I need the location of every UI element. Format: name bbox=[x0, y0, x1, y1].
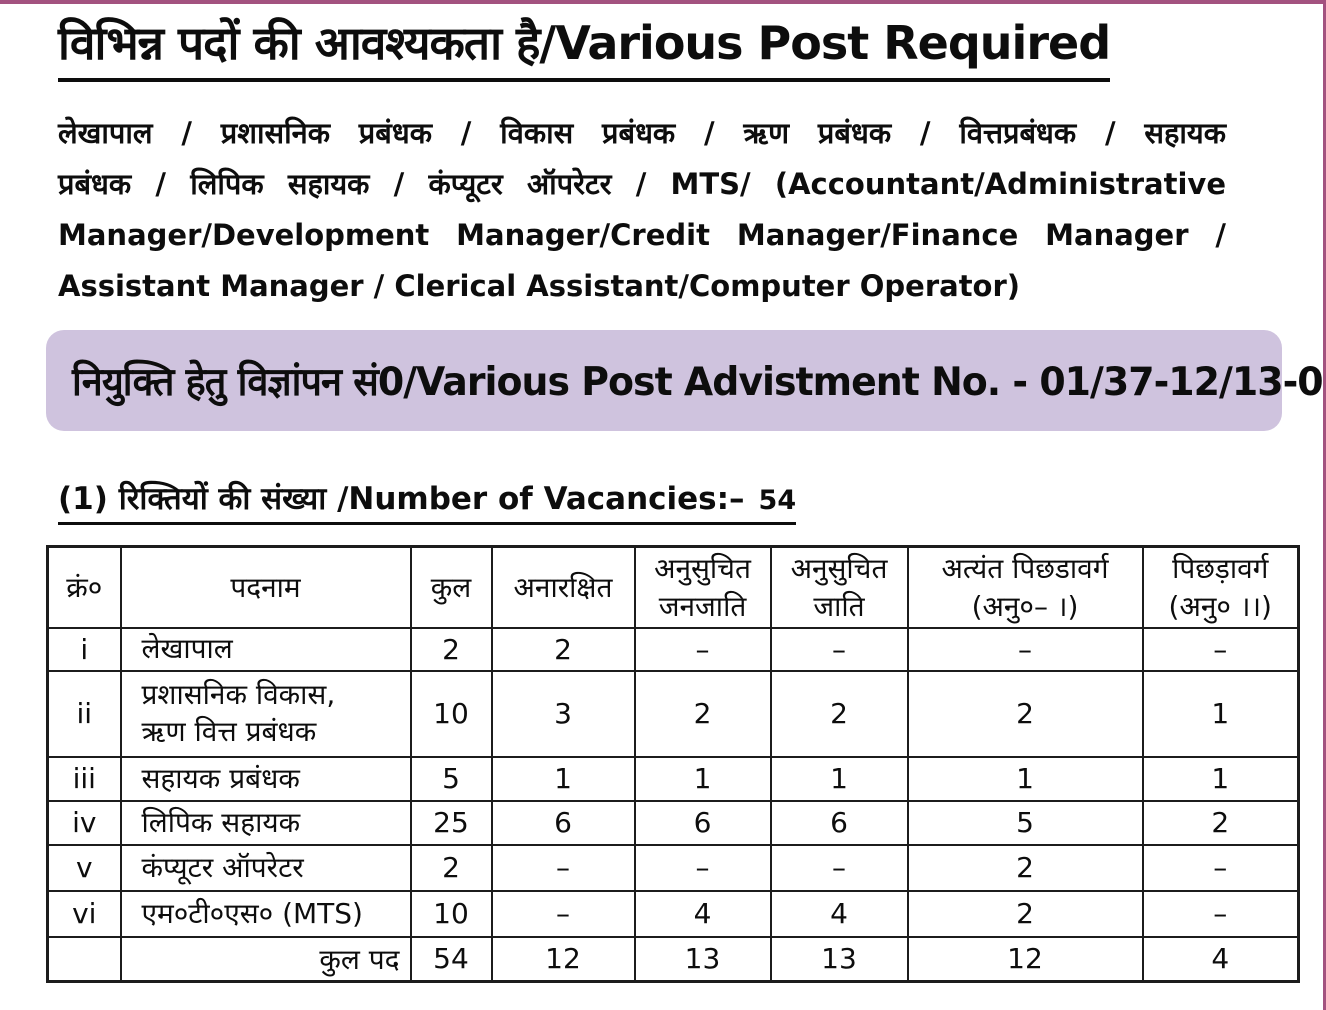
cell-ebc: 2 bbox=[906, 843, 1144, 892]
cell-bc: – bbox=[1141, 843, 1300, 892]
row-sno: vi bbox=[46, 889, 122, 938]
total-cell: 13 bbox=[769, 935, 909, 983]
cell-sc: 2 bbox=[769, 669, 909, 758]
vacancy-table: क्रं० पदनाम कुल अनारक्षित अनुसुचित जनजाति… bbox=[46, 544, 1300, 983]
cell-st: 6 bbox=[633, 799, 772, 846]
table-row: vi एम०टी०एस० (MTS) 10 – 4 4 2 – bbox=[46, 889, 1300, 938]
cell-unreserved: 6 bbox=[490, 799, 636, 846]
cell-total: 10 bbox=[409, 669, 493, 758]
cell-total: 2 bbox=[409, 627, 493, 672]
cell-total: 10 bbox=[409, 889, 493, 938]
heading-hindi: रिक्तियों की संख्या bbox=[118, 480, 327, 517]
row-post-name: प्रशासनिक विकास, ऋण वित्त प्रबंधक bbox=[119, 669, 412, 758]
row-post-name: कंप्यूटर ऑपरेटर bbox=[119, 843, 412, 892]
row-sno: iii bbox=[46, 755, 122, 802]
cell-st: – bbox=[633, 627, 772, 672]
total-cell: 13 bbox=[633, 935, 772, 983]
vacancies-section-heading: (1) रिक्तियों की संख्या /Number of Vacan… bbox=[58, 477, 1296, 525]
cell-sc: – bbox=[769, 843, 909, 892]
heading-english: /Number of Vacancies:– bbox=[337, 480, 745, 517]
header-scheduled-caste: अनुसुचित जाति bbox=[769, 545, 909, 630]
cell-unreserved: – bbox=[490, 889, 636, 938]
row-sno: iv bbox=[46, 799, 122, 846]
document-content: विभिन्न पदों की आवश्यकता है/Various Post… bbox=[46, 14, 1326, 983]
row-sno: i bbox=[46, 627, 122, 672]
heading-prefix: (1) bbox=[58, 480, 108, 517]
cell-sc: 6 bbox=[769, 799, 909, 846]
cell-total: 25 bbox=[409, 799, 493, 846]
total-row-sno-empty bbox=[46, 935, 122, 983]
table-row: v कंप्यूटर ऑपरेटर 2 – – – 2 – bbox=[46, 843, 1300, 892]
cell-ebc: – bbox=[906, 627, 1144, 672]
table-header-row: क्रं० पदनाम कुल अनारक्षित अनुसुचित जनजाति… bbox=[46, 545, 1300, 630]
header-sno: क्रं० bbox=[46, 545, 122, 630]
intro-line: प्रबंधक / लिपिक सहायक / कंप्यूटर ऑपरेटर … bbox=[58, 166, 1226, 201]
cell-total: 5 bbox=[409, 755, 493, 802]
vacancies-heading-underline: (1) रिक्तियों की संख्या /Number of Vacan… bbox=[58, 480, 797, 525]
cell-st: 2 bbox=[633, 669, 772, 758]
table-row: ii प्रशासनिक विकास, ऋण वित्त प्रबंधक 10 3… bbox=[46, 669, 1300, 758]
intro-line: लेखापाल / प्रशासनिक प्रबंधक / विकास प्रब… bbox=[58, 115, 1226, 150]
cell-bc: 1 bbox=[1141, 669, 1300, 758]
cell-ebc: 5 bbox=[906, 799, 1144, 846]
header-unreserved: अनारक्षित bbox=[490, 545, 636, 630]
cell-bc: 1 bbox=[1141, 755, 1300, 802]
cell-sc: 4 bbox=[769, 889, 909, 938]
cell-bc: – bbox=[1141, 627, 1300, 672]
cell-st: – bbox=[633, 843, 772, 892]
total-row-label: कुल पद bbox=[119, 935, 412, 983]
row-sno: v bbox=[46, 843, 122, 892]
cell-bc: – bbox=[1141, 889, 1300, 938]
intro-line: Assistant Manager / Clerical Assistant/C… bbox=[58, 268, 1021, 303]
cell-ebc: 2 bbox=[906, 889, 1144, 938]
page-title: विभिन्न पदों की आवश्यकता है/Various Post… bbox=[58, 14, 1111, 82]
cell-bc: 2 bbox=[1141, 799, 1300, 846]
row-post-name: लिपिक सहायक bbox=[119, 799, 412, 846]
row-post-name: एम०टी०एस० (MTS) bbox=[119, 889, 412, 938]
cell-unreserved: – bbox=[490, 843, 636, 892]
page-right-border bbox=[1323, 0, 1326, 1010]
cell-unreserved: 1 bbox=[490, 755, 636, 802]
header-backward-class: पिछड़ावर्ग (अनु० ।।) bbox=[1141, 545, 1300, 630]
cell-st: 1 bbox=[633, 755, 772, 802]
intro-line: Manager/Development Manager/Credit Manag… bbox=[58, 217, 1226, 252]
intro-paragraph: लेखापाल / प्रशासनिक प्रबंधक / विकास प्रब… bbox=[58, 108, 1226, 312]
advertisement-banner-text: नियुक्ति हेतु विज्ञांपन सं0/Various Post… bbox=[72, 359, 1326, 405]
total-cell: 54 bbox=[409, 935, 493, 983]
vacancy-count: 54 bbox=[758, 484, 797, 516]
table-total-row: कुल पद 54 12 13 13 12 4 bbox=[46, 935, 1300, 983]
total-cell: 12 bbox=[490, 935, 636, 983]
header-post-name: पदनाम bbox=[119, 545, 412, 630]
header-scheduled-tribe: अनुसुचित जनजाति bbox=[633, 545, 772, 630]
header-extremely-backward-class: अत्यंत पिछडावर्ग (अनु०– ।) bbox=[906, 545, 1144, 630]
cell-total: 2 bbox=[409, 843, 493, 892]
total-cell: 12 bbox=[906, 935, 1144, 983]
cell-ebc: 1 bbox=[906, 755, 1144, 802]
cell-ebc: 2 bbox=[906, 669, 1144, 758]
cell-sc: – bbox=[769, 627, 909, 672]
total-cell: 4 bbox=[1141, 935, 1300, 983]
table-row: i लेखापाल 2 2 – – – – bbox=[46, 627, 1300, 672]
row-sno: ii bbox=[46, 669, 122, 758]
row-post-name: लेखापाल bbox=[119, 627, 412, 672]
table-row: iii सहायक प्रबंधक 5 1 1 1 1 1 bbox=[46, 755, 1300, 802]
row-post-name: सहायक प्रबंधक bbox=[119, 755, 412, 802]
cell-st: 4 bbox=[633, 889, 772, 938]
table-row: iv लिपिक सहायक 25 6 6 6 5 2 bbox=[46, 799, 1300, 846]
page-top-border bbox=[0, 0, 1326, 4]
advertisement-banner: नियुक्ति हेतु विज्ञांपन सं0/Various Post… bbox=[46, 329, 1326, 431]
cell-unreserved: 2 bbox=[490, 627, 636, 672]
cell-sc: 1 bbox=[769, 755, 909, 802]
cell-unreserved: 3 bbox=[490, 669, 636, 758]
header-total: कुल bbox=[409, 545, 493, 630]
